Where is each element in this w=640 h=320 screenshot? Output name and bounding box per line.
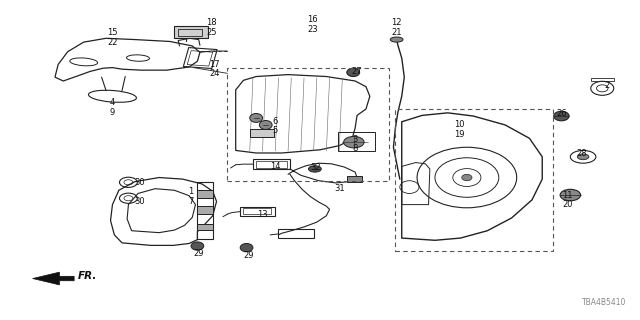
Bar bbox=[184, 48, 217, 68]
Ellipse shape bbox=[554, 111, 569, 121]
Text: FR.: FR. bbox=[77, 271, 97, 281]
Text: 29: 29 bbox=[243, 251, 253, 260]
Bar bbox=[243, 208, 271, 214]
Text: 5: 5 bbox=[273, 126, 278, 135]
Text: 10: 10 bbox=[454, 120, 465, 130]
Ellipse shape bbox=[308, 166, 321, 172]
Bar bbox=[227, 68, 389, 181]
Text: 13: 13 bbox=[257, 210, 268, 219]
Polygon shape bbox=[33, 272, 74, 285]
Ellipse shape bbox=[347, 68, 360, 76]
Text: 30: 30 bbox=[134, 178, 145, 187]
Text: 18: 18 bbox=[206, 19, 217, 28]
Ellipse shape bbox=[240, 244, 253, 252]
Bar bbox=[253, 159, 290, 169]
Text: TBA4B5410: TBA4B5410 bbox=[582, 298, 627, 307]
Text: 20: 20 bbox=[563, 200, 573, 209]
Text: 4: 4 bbox=[110, 98, 115, 107]
Bar bbox=[250, 129, 274, 137]
Text: 2: 2 bbox=[605, 81, 610, 90]
Text: 26: 26 bbox=[556, 109, 566, 118]
Ellipse shape bbox=[390, 37, 403, 42]
Text: 22: 22 bbox=[108, 38, 118, 47]
Bar bbox=[396, 109, 553, 251]
Bar bbox=[240, 207, 275, 216]
Bar bbox=[591, 78, 614, 81]
Text: 6: 6 bbox=[273, 117, 278, 126]
Text: 1: 1 bbox=[188, 188, 194, 196]
Ellipse shape bbox=[344, 136, 364, 148]
Text: 8: 8 bbox=[353, 144, 358, 153]
Text: 12: 12 bbox=[392, 19, 402, 28]
Text: 32: 32 bbox=[310, 164, 321, 172]
Text: 30: 30 bbox=[134, 197, 145, 206]
Ellipse shape bbox=[250, 114, 262, 123]
Ellipse shape bbox=[191, 242, 204, 250]
Text: 9: 9 bbox=[110, 108, 115, 117]
Text: 15: 15 bbox=[108, 28, 118, 37]
Text: 21: 21 bbox=[392, 28, 402, 37]
Text: 3: 3 bbox=[353, 135, 358, 144]
Text: 29: 29 bbox=[193, 250, 204, 259]
Text: 23: 23 bbox=[307, 25, 317, 34]
Bar bbox=[256, 161, 287, 168]
Text: 11: 11 bbox=[563, 190, 573, 200]
Text: 25: 25 bbox=[206, 28, 217, 37]
Bar bbox=[197, 206, 213, 214]
Ellipse shape bbox=[577, 154, 589, 160]
Bar bbox=[338, 132, 375, 151]
Ellipse shape bbox=[462, 174, 472, 181]
Bar bbox=[178, 29, 202, 36]
Bar bbox=[197, 224, 213, 230]
Text: 14: 14 bbox=[270, 162, 280, 171]
Ellipse shape bbox=[259, 121, 272, 129]
Text: 16: 16 bbox=[307, 15, 317, 24]
Text: 24: 24 bbox=[209, 69, 220, 78]
Bar bbox=[348, 176, 362, 182]
Text: 19: 19 bbox=[454, 130, 465, 139]
Bar bbox=[174, 26, 207, 38]
Bar bbox=[197, 182, 213, 239]
Ellipse shape bbox=[560, 189, 580, 201]
Text: 31: 31 bbox=[334, 184, 344, 193]
Bar bbox=[188, 51, 212, 66]
Text: 17: 17 bbox=[209, 60, 220, 69]
Text: 27: 27 bbox=[352, 67, 362, 76]
Text: 7: 7 bbox=[188, 197, 194, 206]
Bar bbox=[278, 228, 314, 238]
Bar bbox=[197, 190, 213, 198]
Text: 28: 28 bbox=[577, 149, 587, 158]
